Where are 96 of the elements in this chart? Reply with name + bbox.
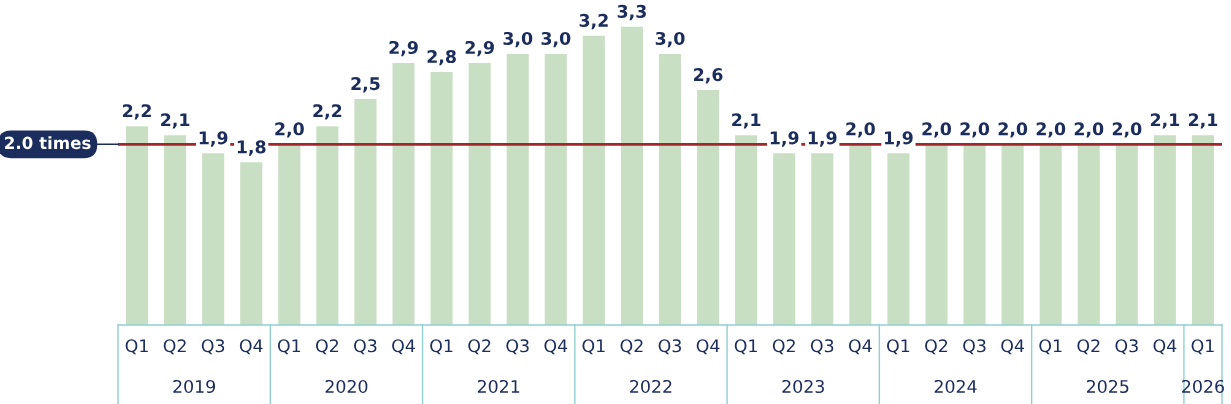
data-label: 2,2 (123, 104, 151, 120)
x-tick-label: Q4 (392, 339, 415, 355)
data-label: 2,6 (694, 68, 723, 84)
x-tick-label: Q1 (887, 339, 910, 355)
x-tick-label: Q4 (544, 339, 568, 355)
text: 2020 (325, 379, 368, 394)
data-label: 2,0 (1036, 122, 1066, 138)
data-label: 2,0 (275, 122, 304, 138)
bar (1077, 144, 1100, 325)
x-tick-label: Q1 (125, 339, 148, 355)
data-label: 2,0 (922, 122, 952, 138)
x-tick-label: Q4 (1001, 339, 1024, 355)
x-tick-label: Q2 (620, 339, 643, 355)
data-label: 1,9 (808, 131, 837, 147)
x-tick-label: Q2 (1077, 339, 1100, 355)
x-tick-label: Q3 (1115, 339, 1138, 355)
text: 2025 (1086, 379, 1129, 394)
x-tick-label: Q1 (430, 339, 453, 355)
x-tick-label: Q1 (1039, 339, 1062, 355)
text: 2021 (477, 379, 520, 394)
x-tick-label: Q2 (925, 339, 948, 355)
x-tick-label: Q2 (468, 339, 491, 355)
x-tick-label: Q4 (239, 339, 263, 355)
data-label: 2,1 (161, 113, 190, 129)
data-label: 3,3 (617, 4, 646, 21)
bar (202, 153, 225, 325)
bar (773, 153, 796, 325)
bar (278, 144, 301, 325)
bar (544, 53, 567, 325)
bar (1153, 135, 1176, 325)
x-tick-label: Q2 (772, 339, 795, 355)
data-label: 1,9 (770, 131, 799, 147)
x-tick-label: Q1 (734, 339, 757, 355)
data-label: 2,1 (1150, 113, 1180, 129)
x-tick-label: Q1 (582, 339, 605, 355)
bar (620, 26, 643, 325)
bar (963, 144, 986, 325)
x-tick-label: Q1 (1191, 339, 1214, 355)
text: 2023 (782, 379, 824, 394)
ref-line-label: 2.0 times (5, 136, 91, 150)
data-label: 3,2 (579, 13, 608, 30)
data-label: 2,0 (998, 122, 1028, 138)
text: 2019 (173, 379, 216, 394)
data-label: 2,1 (732, 113, 761, 129)
x-tick-label: Q4 (1153, 339, 1177, 355)
data-label: 3,0 (541, 31, 571, 48)
data-label: 1,8 (237, 140, 266, 156)
bar (1039, 144, 1062, 325)
bar (697, 90, 720, 325)
x-tick-label: Q3 (201, 339, 225, 355)
bar (582, 35, 605, 325)
x-tick-label: Q3 (658, 339, 681, 355)
data-label: 2,1 (1188, 113, 1218, 129)
x-tick-label: Q1 (277, 339, 301, 355)
bar (1115, 144, 1138, 325)
bar (430, 72, 453, 325)
bar (392, 62, 415, 325)
bar (164, 135, 187, 325)
data-label: 2,9 (389, 40, 418, 57)
data-label: 3,0 (503, 31, 533, 48)
x-tick-label: Q4 (696, 339, 720, 355)
bar (811, 153, 834, 325)
x-tick-label: Q3 (810, 339, 834, 355)
data-label: 2,0 (1112, 122, 1142, 138)
data-label: 2,0 (846, 122, 875, 138)
x-tick-label: Q3 (354, 339, 377, 355)
bar (354, 99, 377, 325)
bar (1191, 135, 1215, 325)
data-label: 1,9 (199, 131, 228, 147)
bar (658, 53, 682, 325)
bar (849, 144, 872, 325)
text: 2024 (934, 379, 977, 394)
bar (468, 62, 491, 325)
text: 2026 (1182, 379, 1224, 394)
data-label: 3,0 (655, 31, 685, 48)
bar (125, 126, 149, 325)
data-label: 2,0 (1074, 122, 1104, 138)
bar (1001, 144, 1024, 325)
bar (240, 162, 263, 325)
x-tick-label: Q3 (963, 339, 986, 355)
data-label: 2,9 (465, 40, 494, 57)
x-tick-label: Q2 (316, 339, 338, 355)
data-label: 2,5 (351, 77, 380, 93)
x-tick-label: Q2 (163, 339, 186, 355)
data-label: 1,9 (885, 131, 913, 147)
bar (316, 126, 339, 325)
x-tick-label: Q4 (848, 339, 872, 355)
bar (925, 144, 948, 325)
text: 2022 (630, 379, 672, 394)
data-label: 2,0 (960, 122, 990, 138)
bar (887, 153, 910, 325)
x-tick-label: Q3 (506, 339, 529, 355)
data-label: 2,8 (427, 49, 456, 66)
bar (506, 53, 529, 325)
data-label: 2,2 (313, 104, 342, 120)
bar (735, 135, 758, 325)
